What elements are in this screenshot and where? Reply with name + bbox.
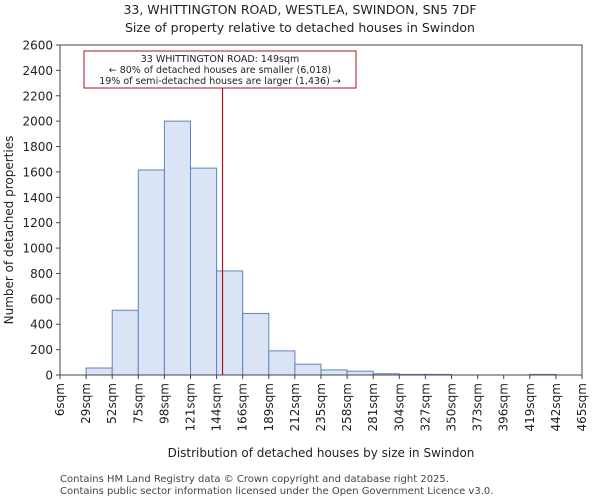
y-tick-layer: 0 200 400 600 800 1000 1200 1400 1600 1800 2000 220… [22, 39, 60, 383]
histogram-bar [242, 312, 270, 376]
y-tick-label: 2000 [22, 115, 53, 129]
y-tick-label: 600 [30, 292, 53, 306]
y-axis-label: Number of detached properties [2, 136, 16, 325]
x-tick-label: 373sqm [471, 383, 485, 431]
x-tick-label: 75sqm [131, 383, 145, 424]
x-tick-label: 327sqm [418, 383, 432, 431]
histogram-bar [294, 363, 322, 376]
annotation-box: 33 WHITTINGTON ROAD: 149sqm ← 80% of det… [83, 50, 357, 89]
x-tick-label: 29sqm [79, 383, 93, 424]
x-tick-label: 465sqm [575, 383, 589, 431]
x-tick-label: 350sqm [445, 383, 459, 431]
y-tick-label: 800 [30, 267, 53, 281]
annotation-line-2: ← 80% of detached houses are smaller (6,… [109, 65, 332, 76]
x-tick-label: 212sqm [288, 383, 302, 431]
histogram-bar [190, 167, 218, 376]
y-tick-label: 0 [45, 369, 53, 383]
x-tick-label: 98sqm [157, 383, 171, 424]
histogram-bar [320, 369, 348, 376]
annotation-line-3: 19% of semi-detached houses are larger (… [99, 76, 341, 87]
histogram-bar [268, 350, 296, 376]
y-tick-label: 1000 [22, 242, 53, 256]
footer-line-1: Contains HM Land Registry data © Crown c… [60, 474, 449, 485]
histogram-bar [111, 309, 139, 376]
x-tick-label: 52sqm [105, 383, 119, 424]
annotation-frame [83, 50, 357, 89]
x-tick-label: 304sqm [392, 383, 406, 431]
histogram-bar [216, 270, 244, 376]
x-tick-label: 121sqm [184, 383, 198, 431]
y-tick-label: 2600 [22, 39, 53, 53]
x-tick-label: 189sqm [262, 383, 276, 431]
histogram-bar [137, 169, 165, 376]
y-tick-label: 1800 [22, 140, 53, 154]
y-tick-label: 2200 [22, 89, 53, 103]
x-tick-label: 396sqm [497, 383, 511, 431]
histogram-bar [346, 370, 374, 376]
x-tick-label: 6sqm [53, 383, 67, 416]
x-tick-label: 258sqm [340, 383, 354, 431]
y-tick-label: 200 [30, 343, 53, 357]
footer-line-2: Contains public sector information licen… [60, 486, 493, 497]
y-tick-label: 1400 [22, 191, 53, 205]
x-tick-layer: 6sqm 29sqm 52sqm 75sqm 98sqm 121sqm 144sqm 166s… [53, 375, 589, 431]
chart-title: 33, WHITTINGTON ROAD, WESTLEA, SWINDON, … [123, 2, 476, 17]
y-tick-label: 400 [30, 318, 53, 332]
bars-layer [85, 120, 557, 376]
x-tick-label: 166sqm [236, 383, 250, 431]
plot-frame [59, 44, 583, 376]
histogram-bar [163, 120, 191, 376]
x-tick-label: 419sqm [523, 383, 537, 431]
y-tick-label: 1200 [22, 216, 53, 230]
x-tick-label: 281sqm [366, 383, 380, 431]
x-tick-label: 144sqm [210, 383, 224, 431]
histogram-bar [85, 367, 113, 376]
x-tick-label: 442sqm [549, 383, 563, 431]
x-tick-label: 235sqm [314, 383, 328, 431]
y-tick-label: 1600 [22, 165, 53, 179]
chart-subtitle: Size of property relative to detached ho… [125, 20, 475, 35]
annotation-line-1: 33 WHITTINGTON ROAD: 149sqm [141, 54, 300, 65]
x-axis-label: Distribution of detached houses by size … [168, 446, 475, 460]
y-tick-label: 2400 [22, 64, 53, 78]
